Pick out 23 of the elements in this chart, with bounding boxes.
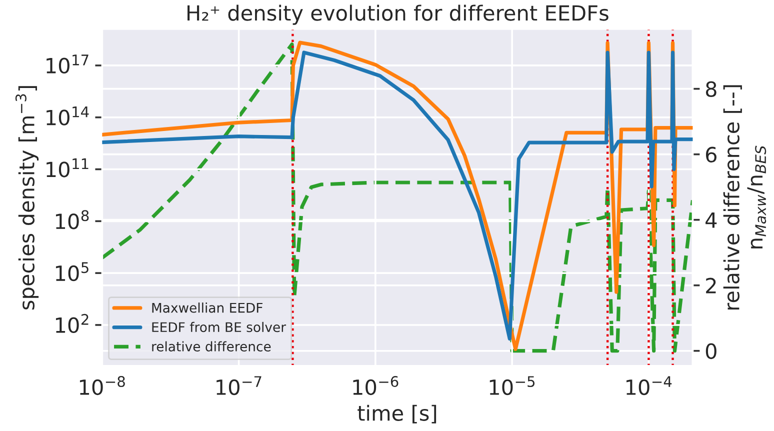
y2-axis-title: relative difference [--] n$_{Maxw}$/n$_{BES}$ <box>723 85 766 310</box>
y-tick-label: 10$^{17}$ <box>46 54 88 74</box>
y2-tick-label: 4 <box>706 212 717 228</box>
x-tick-label: 10$^{−7}$ <box>216 376 262 396</box>
x-tick-label: 10$^{−4}$ <box>626 376 672 396</box>
legend-label: relative difference <box>152 341 271 352</box>
y-tick-label: 10$^{14}$ <box>46 106 89 126</box>
chart-title: H₂⁺ density evolution for different EEDFs <box>188 4 608 25</box>
y-tick-label: 10$^{8}$ <box>56 210 89 230</box>
y2-tick-label: 2 <box>706 278 716 294</box>
x-axis-title: time [s] <box>358 404 436 424</box>
y-tick-label: 10$^{5}$ <box>56 262 88 282</box>
y-tick-label: 10$^{2}$ <box>56 314 88 334</box>
y2-tick-label: 6 <box>706 146 716 163</box>
y2-tick-label: 0 <box>706 343 716 360</box>
x-tick-label: 10$^{−6}$ <box>353 376 398 396</box>
y-tick-label: 10$^{11}$ <box>46 158 88 178</box>
legend-label: Maxwellian EEDF <box>152 302 262 313</box>
y2-tick-label: 8 <box>706 81 716 98</box>
x-tick-label: 10$^{−8}$ <box>80 376 125 396</box>
y-axis-title: species density [m$^{−3}$] <box>15 86 39 310</box>
x-tick-label: 10$^{−5}$ <box>490 376 535 396</box>
legend-label: EEDF from BE solver <box>152 322 286 332</box>
